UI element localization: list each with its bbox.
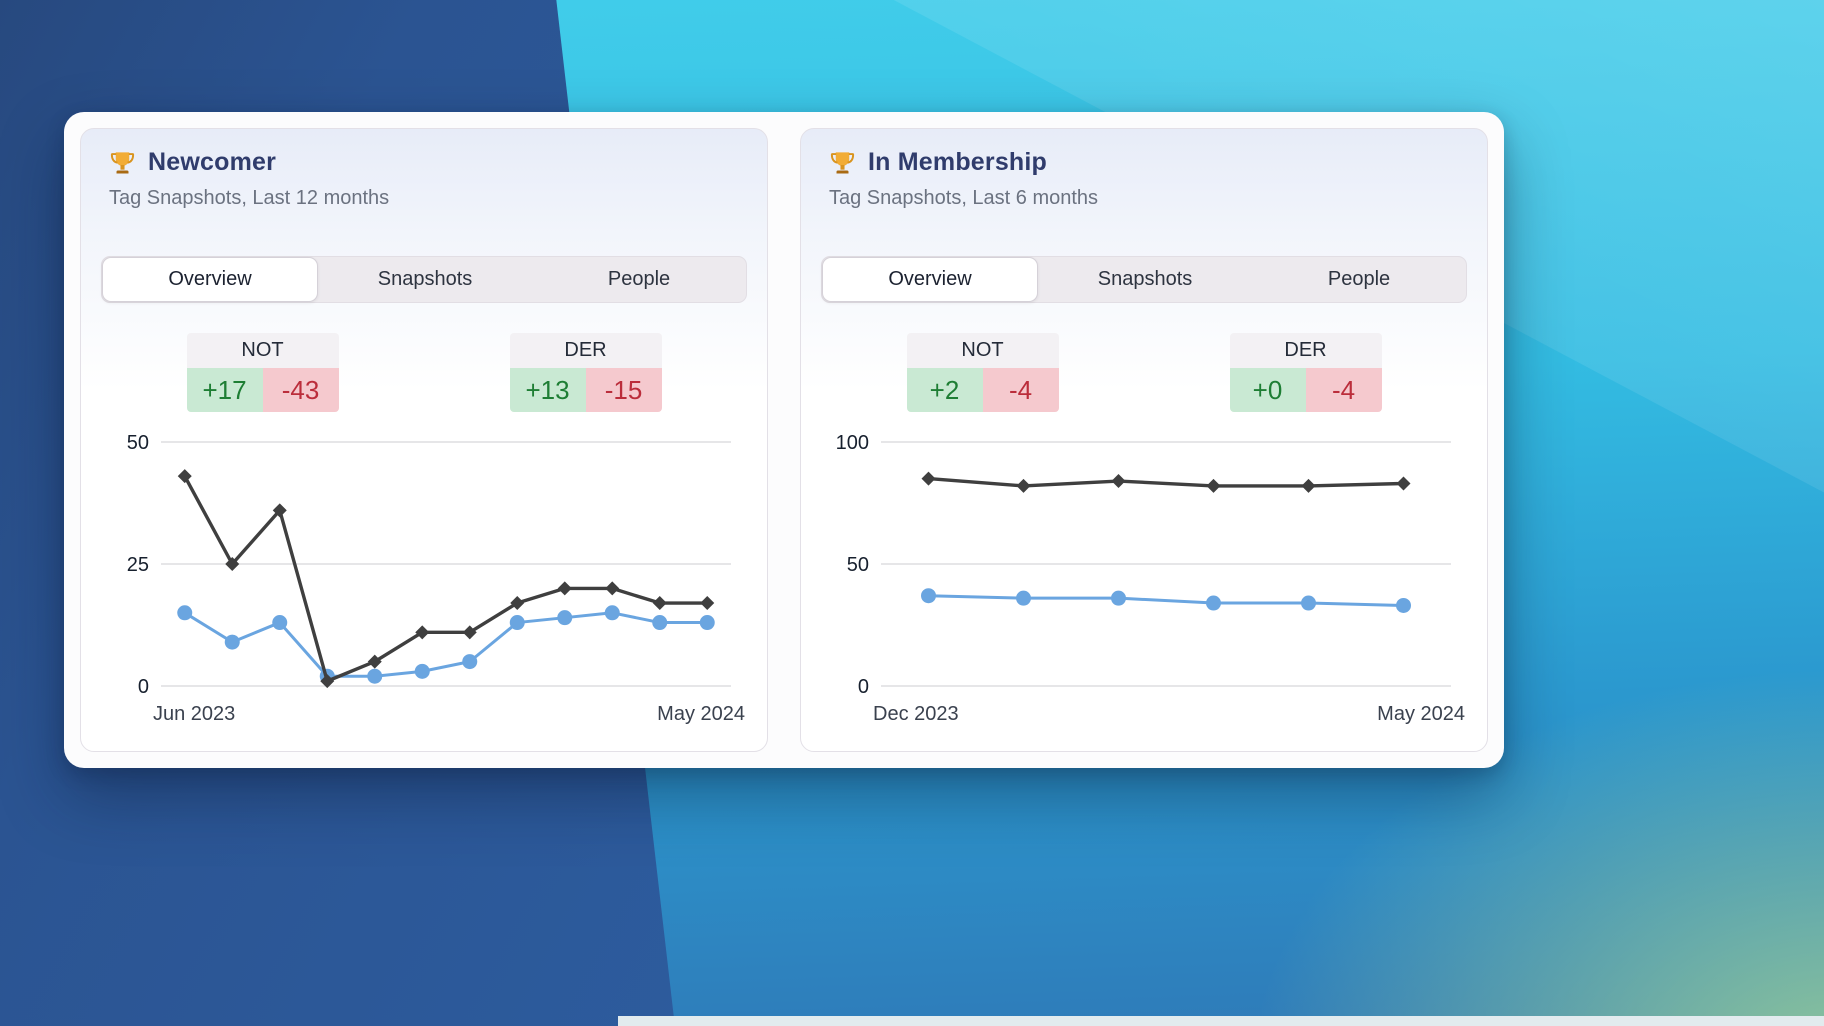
svg-text:May 2024: May 2024 <box>1377 703 1465 725</box>
stat-added-value: +13 <box>509 368 586 412</box>
stat-badge-not: NOT +17 -43 <box>186 333 339 412</box>
stat-label: NOT <box>906 333 1059 368</box>
stat-label: NOT <box>186 333 339 368</box>
svg-text:50: 50 <box>847 554 869 576</box>
svg-text:Jun 2023: Jun 2023 <box>153 703 235 725</box>
newcomer-line-chart: 0 25 50 Jun 2023 May 2024 <box>127 432 745 725</box>
tab-people[interactable]: People <box>532 257 746 302</box>
card-subtitle: Tag Snapshots, Last 6 months <box>829 187 1099 209</box>
stat-removed-value: -4 <box>982 368 1059 412</box>
card-subtitle: Tag Snapshots, Last 12 months <box>109 187 390 209</box>
svg-text:Dec 2023: Dec 2023 <box>873 703 959 725</box>
svg-text:25: 25 <box>127 554 149 576</box>
tab-bar: Overview Snapshots People <box>101 256 747 303</box>
card-title: In Membership <box>868 147 1048 176</box>
stat-added-value: +0 <box>1229 368 1306 412</box>
trophy-icon <box>829 149 856 176</box>
stat-badge-der: DER +13 -15 <box>509 333 662 412</box>
stat-label: DER <box>1229 333 1382 368</box>
stat-badge-der: DER +0 -4 <box>1229 333 1382 412</box>
stat-badge-not: NOT +2 -4 <box>906 333 1059 412</box>
svg-text:50: 50 <box>127 432 149 454</box>
svg-text:100: 100 <box>836 432 869 454</box>
wallpaper-bottom-strip <box>618 1016 1824 1026</box>
svg-text:0: 0 <box>138 676 149 698</box>
tab-overview[interactable]: Overview <box>822 257 1038 302</box>
membership-chart: 0 50 100 Dec 2023 May 2024 <box>821 427 1467 727</box>
stat-added-value: +2 <box>906 368 983 412</box>
tab-bar: Overview Snapshots People <box>821 256 1467 303</box>
stat-label: DER <box>509 333 662 368</box>
card-in-membership: In Membership Tag Snapshots, Last 6 mont… <box>800 128 1488 752</box>
stats-row: NOT +2 -4 DER +0 -4 <box>821 333 1467 412</box>
stat-added-value: +17 <box>186 368 263 412</box>
card-newcomer: Newcomer Tag Snapshots, Last 12 months O… <box>80 128 768 752</box>
tab-snapshots[interactable]: Snapshots <box>1038 257 1252 302</box>
tab-people[interactable]: People <box>1252 257 1466 302</box>
svg-text:May 2024: May 2024 <box>657 703 745 725</box>
trophy-icon <box>109 149 136 176</box>
stat-removed-value: -15 <box>585 368 662 412</box>
tab-overview[interactable]: Overview <box>102 257 318 302</box>
stats-row: NOT +17 -43 DER +13 -15 <box>101 333 747 412</box>
newcomer-chart: 0 25 50 Jun 2023 May 2024 <box>101 427 747 727</box>
membership-line-chart: 0 50 100 Dec 2023 May 2024 <box>836 432 1465 725</box>
card-header: Newcomer Tag Snapshots, Last 12 months <box>101 147 747 210</box>
tab-snapshots[interactable]: Snapshots <box>318 257 532 302</box>
dashboard-window: Newcomer Tag Snapshots, Last 12 months O… <box>64 112 1504 768</box>
svg-text:0: 0 <box>858 676 869 698</box>
card-title: Newcomer <box>148 147 277 176</box>
card-header: In Membership Tag Snapshots, Last 6 mont… <box>821 147 1467 210</box>
stat-removed-value: -4 <box>1305 368 1382 412</box>
stat-removed-value: -43 <box>262 368 339 412</box>
